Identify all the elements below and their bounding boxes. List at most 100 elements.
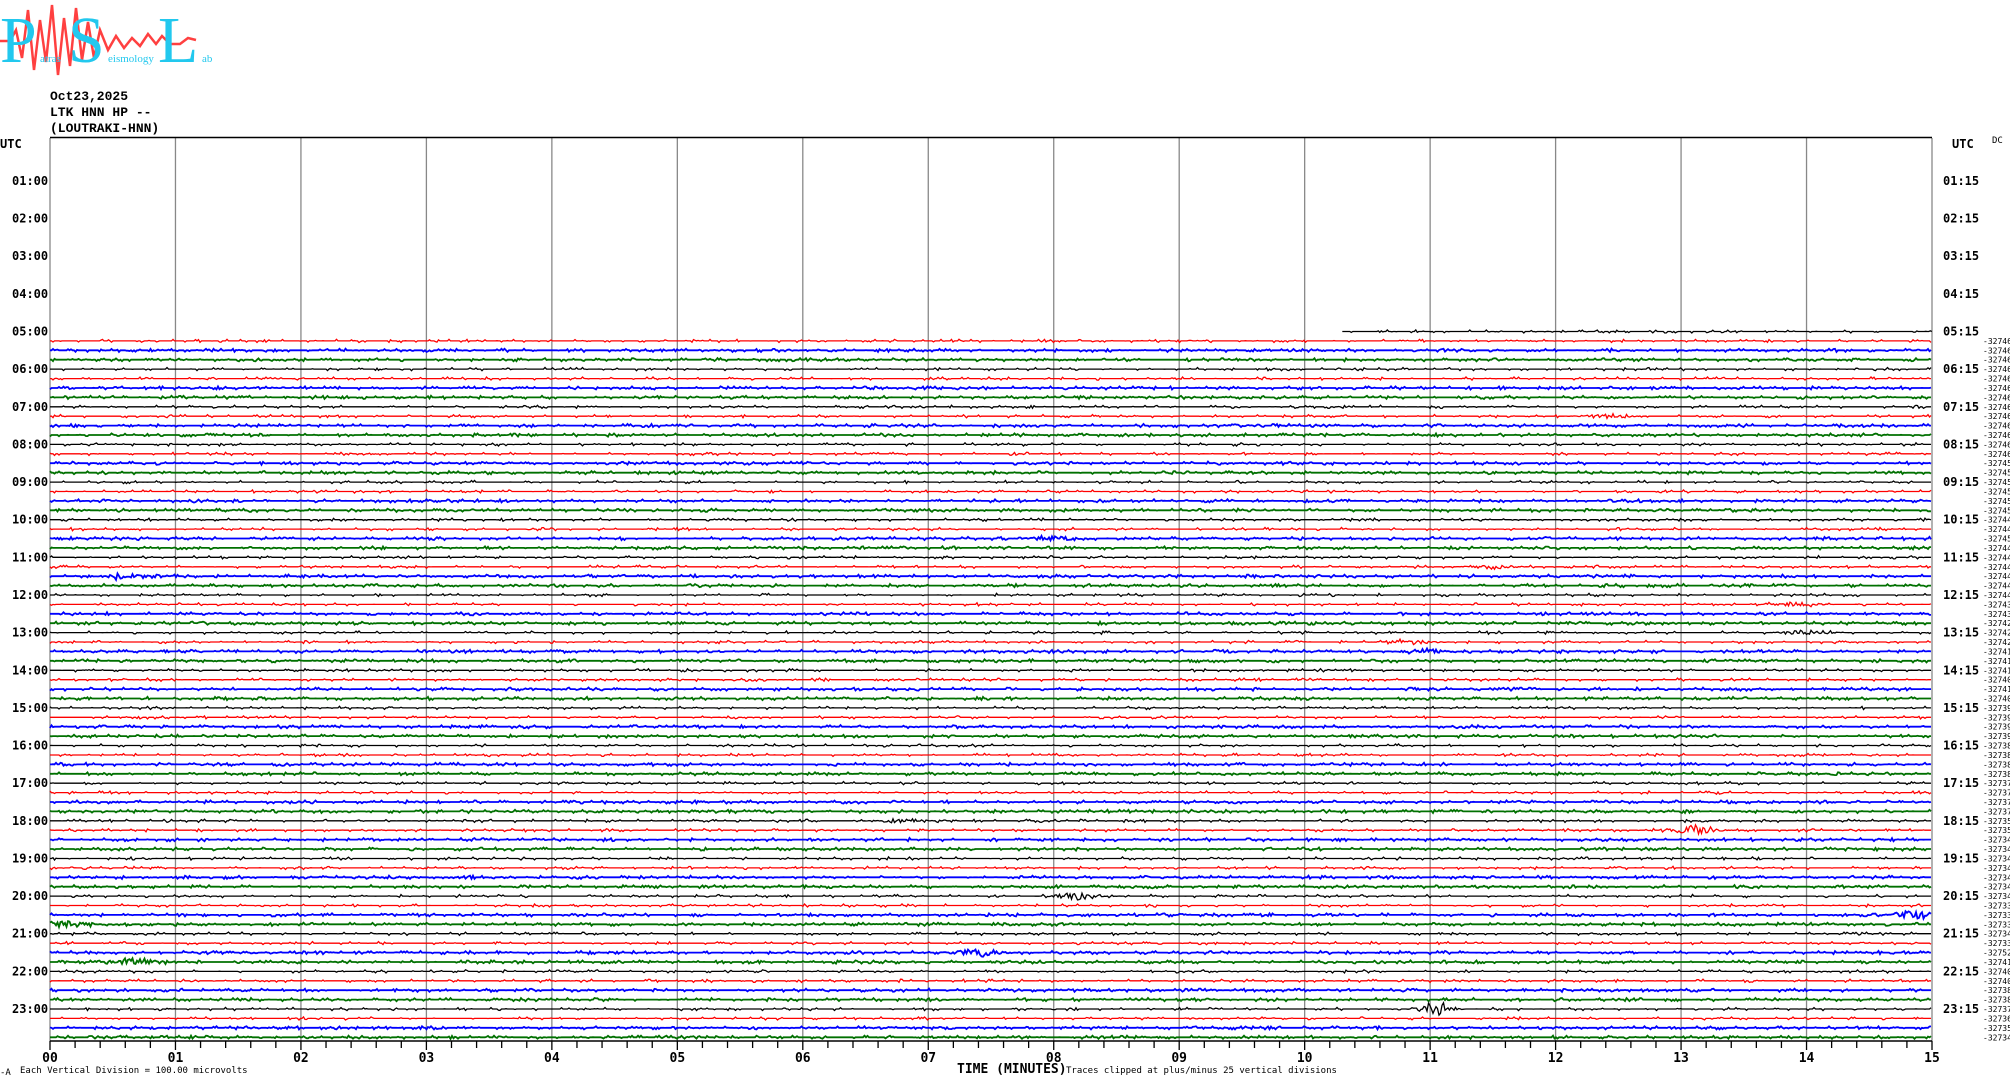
dc-offset-label: -32744 bbox=[1983, 591, 2010, 600]
dc-offset-label: -32735 bbox=[1983, 826, 2010, 835]
dc-offset-label: -32746 bbox=[1983, 375, 2010, 384]
seismic-trace bbox=[49, 909, 1932, 922]
x-tick-label: 08 bbox=[1046, 1051, 1062, 1066]
dc-offset-label: -32739 bbox=[1983, 732, 2010, 741]
seismic-trace bbox=[49, 637, 1931, 646]
gridlines bbox=[49, 138, 1933, 1041]
seismic-trace bbox=[50, 460, 1932, 467]
seismic-trace bbox=[50, 780, 1931, 786]
dc-offset-label: -32738 bbox=[1983, 742, 2010, 751]
left-hour-label: 02:00 bbox=[12, 212, 48, 226]
seismic-trace bbox=[50, 657, 1932, 664]
right-hour-label: 03:15 bbox=[1943, 249, 1979, 263]
dc-offset-label: -32734 bbox=[1983, 883, 2010, 892]
seismic-trace bbox=[49, 987, 1931, 994]
dc-offset-label: -32741 bbox=[1983, 657, 2010, 666]
seismic-trace bbox=[49, 676, 1931, 683]
left-hour-label: 19:00 bbox=[12, 851, 48, 865]
x-tick-label: 13 bbox=[1673, 1051, 1689, 1066]
dc-offset-label: -32742 bbox=[1983, 638, 2010, 647]
left-hour-label: 04:00 bbox=[12, 287, 48, 301]
right-hour-label: 05:15 bbox=[1943, 325, 1979, 339]
dc-offset-label: -32746 bbox=[1983, 337, 2010, 346]
right-hour-label: 15:15 bbox=[1943, 701, 1979, 715]
seismic-trace bbox=[49, 451, 1931, 457]
dc-offset-label: -32742 bbox=[1983, 629, 2010, 638]
right-hour-label: 23:15 bbox=[1943, 1002, 1979, 1016]
dc-offset-label: -32741 bbox=[1983, 958, 2010, 967]
dc-offset-label: -32733 bbox=[1983, 920, 2010, 929]
dc-offset-label: -32736 bbox=[1983, 1014, 2010, 1023]
seismic-trace bbox=[50, 441, 1931, 448]
seismic-trace bbox=[50, 817, 1931, 825]
x-tick-label: 00 bbox=[42, 1051, 58, 1066]
dc-offset-label: -32734 bbox=[1983, 864, 2010, 873]
dc-offset-label: -32746 bbox=[1983, 403, 2010, 412]
logo-letter-s: S bbox=[68, 4, 105, 77]
seismic-trace bbox=[49, 384, 1932, 392]
seismic-trace bbox=[49, 601, 1932, 608]
seismic-trace bbox=[50, 845, 1931, 853]
dc-offset-label: -32734 bbox=[1983, 1033, 2010, 1042]
seismic-trace bbox=[50, 592, 1932, 598]
hour-labels: 01:00 02:00 03:00 04:00 05:00 06:00 07:00 08:00… bbox=[12, 174, 1979, 1016]
seismic-trace bbox=[50, 488, 1932, 495]
left-hour-label: 07:00 bbox=[12, 400, 48, 414]
seismic-trace bbox=[50, 931, 1931, 937]
x-tick-label: 03 bbox=[419, 1051, 435, 1066]
seismic-trace bbox=[50, 770, 1931, 777]
seismic-trace bbox=[49, 544, 1931, 552]
seismic-trace bbox=[50, 517, 1932, 523]
seismic-trace bbox=[49, 582, 1931, 589]
dc-offset-label: -32739 bbox=[1983, 704, 2010, 713]
seismic-trace bbox=[50, 394, 1931, 401]
dc-offset-label: -32742 bbox=[1983, 619, 2010, 628]
right-hour-label: 22:15 bbox=[1943, 964, 1979, 978]
x-tick-label: 04 bbox=[544, 1051, 560, 1066]
dc-offset-label: -32737 bbox=[1983, 807, 2010, 816]
seismic-trace bbox=[50, 610, 1931, 617]
dc-offset-label: -32734 bbox=[1983, 873, 2010, 882]
dc-offset-label: -32738 bbox=[1983, 760, 2010, 769]
left-hour-label: 11:00 bbox=[12, 550, 48, 564]
right-hour-label: 10:15 bbox=[1943, 513, 1979, 527]
logo-wave bbox=[0, 4, 197, 76]
seismic-trace bbox=[50, 347, 1932, 354]
dc-offset-label: -32744 bbox=[1983, 525, 2010, 534]
dc-offset-label: -32746 bbox=[1983, 384, 2010, 393]
left-hour-label: 01:00 bbox=[12, 174, 48, 188]
right-hour-label: 06:15 bbox=[1943, 362, 1979, 376]
seismic-trace bbox=[49, 695, 1931, 702]
seismic-trace bbox=[49, 554, 1931, 560]
seismic-trace bbox=[49, 808, 1932, 815]
seismic-trace bbox=[50, 761, 1932, 768]
dc-offset-label: -32734 bbox=[1983, 845, 2010, 854]
dc-offset-label: -32741 bbox=[1983, 685, 2010, 694]
dc-offset-label: -32752 bbox=[1983, 949, 2010, 958]
seismic-trace bbox=[49, 431, 1932, 439]
dc-offset-label: -32735 bbox=[1983, 1024, 2010, 1033]
dc-offset-label: -32745 bbox=[1983, 487, 2010, 496]
dc-offset-label: -32743 bbox=[1983, 610, 2010, 619]
seismic-trace bbox=[50, 1015, 1931, 1021]
dc-offset-label: -32746 bbox=[1983, 346, 2010, 355]
seismic-trace bbox=[50, 836, 1931, 843]
dc-offset-label: -32734 bbox=[1983, 930, 2010, 939]
left-hour-label: 14:00 bbox=[12, 663, 48, 677]
seismic-trace bbox=[49, 919, 1931, 930]
dc-offset-label: -32738 bbox=[1983, 770, 2010, 779]
station-code: LTK HNN HP -- bbox=[50, 105, 151, 120]
seismic-trace bbox=[50, 619, 1931, 627]
dc-offset-label: -32745 bbox=[1983, 497, 2010, 506]
seismic-trace bbox=[50, 798, 1932, 806]
left-utc-label: UTC bbox=[0, 137, 22, 151]
right-hour-label: 16:15 bbox=[1943, 739, 1979, 753]
dc-offset-label: -32734 bbox=[1983, 854, 2010, 863]
x-tick-label: 07 bbox=[920, 1051, 936, 1066]
dc-offset-label: -32745 bbox=[1983, 506, 2010, 515]
dc-offset-label: -32733 bbox=[1983, 939, 2010, 948]
x-axis-title: TIME (MINUTES) bbox=[957, 1062, 1067, 1077]
seismic-trace bbox=[49, 883, 1932, 890]
dc-offset-label: -32745 bbox=[1983, 459, 2010, 468]
dc-offset-label: -32740 bbox=[1983, 967, 2010, 976]
